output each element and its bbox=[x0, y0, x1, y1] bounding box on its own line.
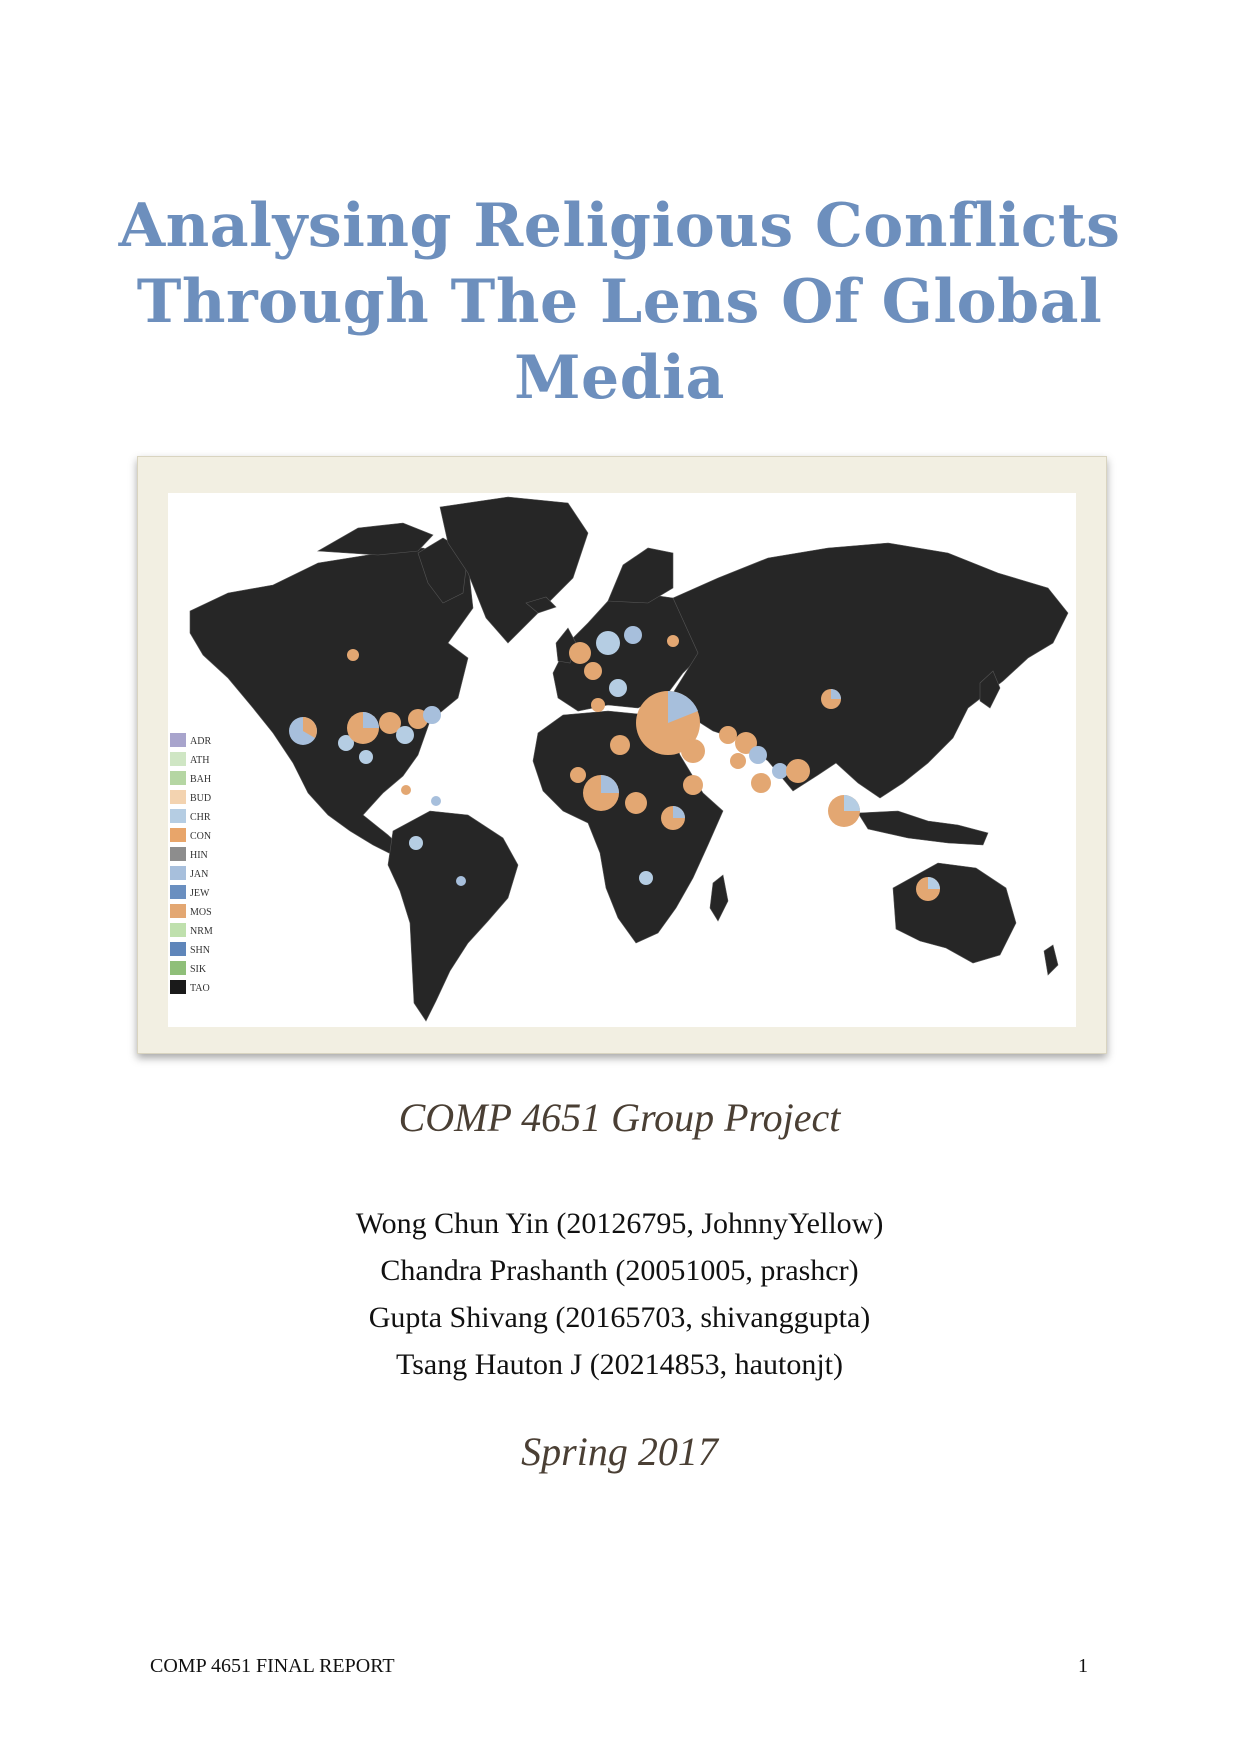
pie-marker bbox=[347, 649, 359, 661]
scandinavia-shape bbox=[607, 547, 674, 604]
legend-label-nrm: NRM bbox=[190, 926, 213, 937]
legend-swatch-mos bbox=[170, 904, 186, 918]
author-line: Tsang Hauton J (20214853, hautonjt) bbox=[395, 1348, 843, 1381]
pie-marker-slice bbox=[303, 717, 317, 738]
madagascar-shape bbox=[709, 874, 729, 922]
pie-marker bbox=[730, 753, 746, 769]
pie-marker bbox=[786, 759, 810, 783]
north-america-shape bbox=[189, 547, 474, 856]
legend-label-chr: CHR bbox=[190, 812, 211, 823]
pie-marker-slice bbox=[928, 877, 940, 889]
footer-report-label: COMP 4651 FINAL REPORT bbox=[150, 1655, 395, 1677]
legend-label-con: CON bbox=[190, 831, 211, 842]
pie-marker bbox=[719, 726, 737, 744]
legend-label-shn: SHN bbox=[190, 945, 210, 956]
pie-marker bbox=[735, 732, 757, 754]
author-line: Gupta Shivang (20165703, shivanggupta) bbox=[368, 1301, 871, 1334]
pie-marker bbox=[570, 767, 586, 783]
legend-label-jan: JAN bbox=[190, 869, 208, 880]
pie-marker bbox=[624, 626, 642, 644]
pie-marker bbox=[423, 706, 441, 724]
pie-marker-slice bbox=[601, 775, 619, 793]
footer-page-number: 1 bbox=[1078, 1655, 1088, 1677]
pie-marker bbox=[359, 750, 373, 764]
pie-marker bbox=[409, 836, 423, 850]
pie-marker bbox=[681, 739, 705, 763]
pie-marker bbox=[338, 735, 354, 751]
pie-marker-slice bbox=[668, 690, 698, 723]
pie-marker bbox=[591, 698, 605, 712]
legend-label-ath: ATH bbox=[190, 755, 209, 766]
pie-marker-slice bbox=[673, 806, 685, 818]
legend-swatch-adr bbox=[170, 733, 186, 747]
pie-marker bbox=[683, 775, 703, 795]
title-line-1: Analysing Religious Conflicts bbox=[118, 191, 1121, 261]
legend-label-bah: BAH bbox=[190, 774, 211, 785]
pie-marker bbox=[639, 871, 653, 885]
project-subtitle: COMP 4651 Group Project bbox=[398, 1095, 841, 1140]
pie-marker bbox=[609, 679, 627, 697]
conflict-markers bbox=[289, 626, 940, 901]
pie-marker bbox=[396, 726, 414, 744]
legend-label-jew: JEW bbox=[190, 888, 210, 899]
legend-swatch-jan bbox=[170, 866, 186, 880]
legend-label-bud: BUD bbox=[190, 793, 211, 804]
report-title: Analysing Religious Conflicts Through Th… bbox=[100, 188, 1139, 416]
legend-swatch-con bbox=[170, 828, 186, 842]
iceland-shape bbox=[525, 596, 557, 614]
legend-swatch-bah bbox=[170, 771, 186, 785]
pie-marker bbox=[667, 635, 679, 647]
legend-swatch-chr bbox=[170, 809, 186, 823]
pie-marker bbox=[610, 735, 630, 755]
legend-label-adr: ADR bbox=[190, 736, 211, 747]
pie-marker bbox=[596, 631, 620, 655]
pie-marker bbox=[408, 709, 428, 729]
pie-marker-slice bbox=[844, 795, 860, 811]
author-line: Chandra Prashanth (20051005, prashcr) bbox=[380, 1254, 859, 1287]
new-zealand-shape bbox=[1043, 944, 1059, 976]
legend-label-hin: HIN bbox=[190, 850, 208, 861]
pie-marker-slice bbox=[831, 689, 841, 699]
legend-label-mos: MOS bbox=[190, 907, 212, 918]
term-label: Spring 2017 bbox=[521, 1429, 718, 1474]
pie-marker bbox=[772, 763, 788, 779]
author-list: Wong Chun Yin (20126795, JohnnyYellow) C… bbox=[0, 1200, 1239, 1388]
map-figure-frame: ADR ATH BAH BUD CHR CON HIN JAN JEW MOS NRM SHN SIK T… bbox=[137, 456, 1107, 1054]
pie-marker bbox=[401, 785, 411, 795]
world-map-svg: ADR ATH BAH BUD CHR CON HIN JAN JEW MOS NRM SHN SIK T… bbox=[170, 496, 1069, 1022]
pie-marker bbox=[751, 773, 771, 793]
legend-swatch-bud bbox=[170, 790, 186, 804]
world-map: ADR ATH BAH BUD CHR CON HIN JAN JEW MOS NRM SHN SIK T… bbox=[168, 493, 1076, 1027]
pie-marker-slice bbox=[363, 712, 379, 728]
legend-swatch-jew bbox=[170, 885, 186, 899]
pie-marker bbox=[625, 792, 647, 814]
legend-label-tao: TAO bbox=[190, 983, 210, 994]
pie-marker bbox=[379, 712, 401, 734]
south-america-shape bbox=[387, 810, 519, 1022]
title-line-3: Media bbox=[514, 343, 725, 413]
pie-marker bbox=[456, 876, 466, 886]
title-line-2: Through The Lens Of Global bbox=[136, 267, 1103, 337]
australia-shape bbox=[892, 862, 1017, 964]
japan-shape bbox=[979, 670, 1001, 709]
arctic-islands-shape bbox=[316, 522, 434, 556]
map-legend: ADR ATH BAH BUD CHR CON HIN JAN JEW MOS NRM SHN SIK T… bbox=[170, 733, 213, 994]
legend-swatch-shn bbox=[170, 942, 186, 956]
legend-swatch-sik bbox=[170, 961, 186, 975]
pie-marker bbox=[569, 642, 591, 664]
legend-swatch-tao bbox=[170, 980, 186, 994]
legend-swatch-hin bbox=[170, 847, 186, 861]
pie-marker bbox=[749, 746, 767, 764]
pie-marker bbox=[584, 662, 602, 680]
legend-swatch-ath bbox=[170, 752, 186, 766]
legend-swatch-nrm bbox=[170, 923, 186, 937]
land-masses bbox=[189, 496, 1069, 1022]
indonesia-shape bbox=[857, 810, 989, 846]
author-line: Wong Chun Yin (20126795, JohnnyYellow) bbox=[355, 1207, 884, 1240]
pie-marker bbox=[431, 796, 441, 806]
legend-label-sik: SIK bbox=[190, 964, 207, 975]
